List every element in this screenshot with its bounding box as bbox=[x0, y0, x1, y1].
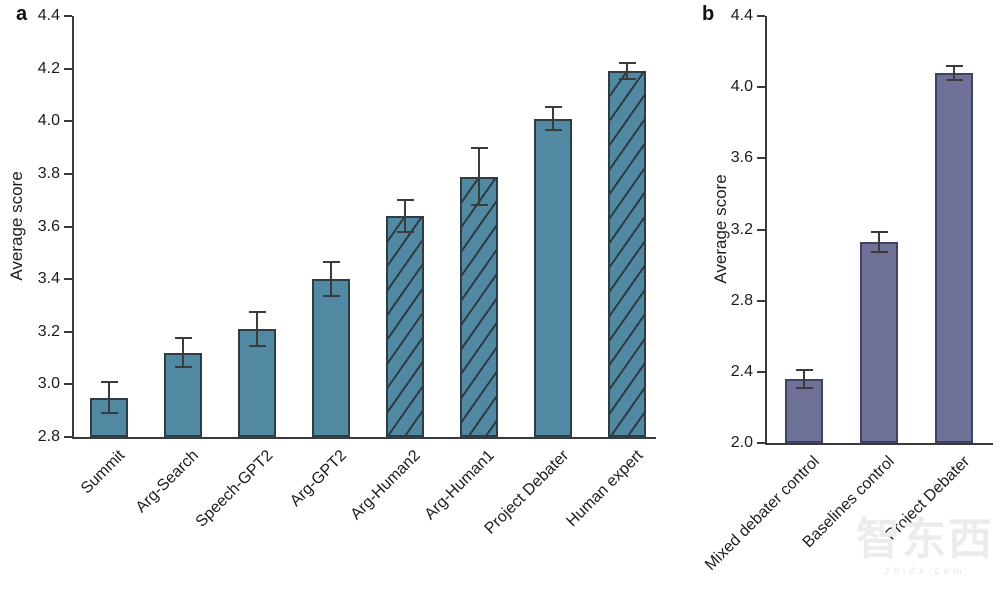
error-bar-cap-bottom bbox=[544, 129, 562, 132]
y-axis-line bbox=[765, 16, 767, 445]
bar-summit bbox=[90, 397, 128, 437]
y-tick-mark bbox=[64, 172, 72, 175]
y-tick-label: 3.6 bbox=[37, 217, 60, 235]
y-tick-label: 2.8 bbox=[37, 428, 60, 445]
error-bar-cap-bottom bbox=[795, 386, 813, 389]
panel-b-plot-area: 2.0 2.4 2.8 3.2 3.6 4.0 4.4 Mixed debater contr… bbox=[702, 7, 993, 574]
x-tick-label: Speech-GPT2 bbox=[192, 447, 277, 531]
y-tick-mark bbox=[757, 370, 765, 373]
error-bar-cap-bottom bbox=[470, 204, 488, 207]
error-bar-line bbox=[878, 232, 880, 252]
error-bar-line bbox=[803, 370, 805, 388]
error-bar-cap-top bbox=[945, 64, 963, 67]
y-tick-label: 4.4 bbox=[37, 7, 60, 24]
bar-baselines-control bbox=[860, 241, 898, 443]
y-tick-mark bbox=[757, 442, 765, 444]
y-tick-mark bbox=[64, 15, 72, 17]
error-bar-cap-bottom bbox=[618, 78, 636, 81]
panel-a: a Average score 2.8 3.0 3.2 3.4 3.6 3.8 4.0 4.2… bbox=[7, 3, 656, 538]
error-bar-cap-bottom bbox=[248, 345, 266, 348]
error-bar-cap-bottom bbox=[100, 412, 118, 415]
error-bar-cap-top bbox=[174, 337, 192, 340]
y-tick-label: 3.2 bbox=[37, 322, 60, 340]
error-bar-cap-top bbox=[396, 199, 414, 202]
y-tick-mark bbox=[757, 86, 765, 89]
error-bar-cap-bottom bbox=[322, 295, 340, 298]
x-tick-label: Human expert bbox=[562, 447, 647, 531]
error-bar-cap-top bbox=[100, 380, 118, 383]
y-tick-mark bbox=[757, 228, 765, 231]
panel-b: b Average score 2.0 2.4 2.8 3.2 3.6 4.0 4.4 Mix… bbox=[680, 0, 1000, 601]
bar-arg-human2 bbox=[386, 215, 424, 437]
error-bar-line bbox=[182, 338, 184, 368]
error-bar-line bbox=[404, 200, 406, 232]
x-tick-label: Arg-Human2 bbox=[347, 447, 425, 524]
error-bar-line bbox=[552, 106, 554, 131]
y-tick-label: 2.8 bbox=[730, 291, 753, 309]
error-bar-cap-top bbox=[795, 369, 813, 372]
y-tick-label: 4.0 bbox=[37, 112, 60, 130]
x-axis-line bbox=[765, 443, 993, 445]
y-tick-label: 4.2 bbox=[37, 59, 60, 77]
error-bar-cap-bottom bbox=[870, 250, 888, 253]
y-tick-label: 3.0 bbox=[37, 375, 60, 393]
error-bar-cap-bottom bbox=[945, 79, 963, 82]
x-tick-label: Mixed debater control bbox=[702, 453, 824, 574]
y-tick-mark bbox=[757, 157, 765, 160]
y-tick-mark bbox=[64, 120, 72, 123]
error-bar-line bbox=[478, 147, 480, 206]
bar-project-debater bbox=[534, 118, 572, 437]
y-tick-label: 2.0 bbox=[730, 434, 753, 451]
error-bar-line bbox=[626, 63, 628, 80]
y-tick-mark bbox=[757, 15, 765, 17]
bar-human-expert bbox=[608, 71, 646, 437]
x-tick-label: Arg-Human1 bbox=[421, 447, 499, 524]
y-tick-label: 3.4 bbox=[37, 270, 60, 288]
error-bar-cap-top bbox=[618, 62, 636, 65]
error-bar-line bbox=[953, 65, 955, 81]
y-tick-mark bbox=[64, 330, 72, 333]
error-bar-cap-top bbox=[544, 105, 562, 108]
error-bar-cap-top bbox=[322, 261, 340, 264]
y-tick-mark bbox=[64, 383, 72, 386]
y-tick-label: 4.0 bbox=[730, 78, 753, 96]
panel-a-letter: a bbox=[16, 3, 28, 25]
error-bar-cap-top bbox=[870, 231, 888, 234]
error-bar-cap-bottom bbox=[396, 230, 414, 233]
y-tick-label: 4.4 bbox=[730, 7, 753, 24]
panel-a-plot-area: 2.8 3.0 3.2 3.4 3.6 3.8 4.0 4.2 4.4 Summit Arg-Sea… bbox=[38, 7, 656, 538]
error-bar-cap-top bbox=[248, 311, 266, 314]
x-axis-line bbox=[72, 437, 656, 439]
y-tick-mark bbox=[64, 225, 72, 228]
error-bar-cap-bottom bbox=[174, 366, 192, 369]
y-tick-mark bbox=[64, 436, 72, 438]
bar-arg-gpt2 bbox=[312, 279, 350, 437]
y-tick-label: 2.4 bbox=[730, 362, 753, 380]
y-tick-mark bbox=[64, 278, 72, 281]
y-tick-mark bbox=[757, 299, 765, 302]
y-tick-label: 3.6 bbox=[730, 149, 753, 167]
y-tick-label: 3.2 bbox=[730, 220, 753, 238]
x-tick-label: Summit bbox=[77, 447, 129, 498]
panel-b-letter: b bbox=[702, 3, 715, 25]
bar-project-debater bbox=[935, 72, 973, 443]
error-bar-line bbox=[108, 381, 110, 414]
y-axis-line bbox=[72, 16, 74, 439]
error-bar-line bbox=[330, 262, 332, 297]
y-tick-mark bbox=[64, 67, 72, 70]
error-bar-line bbox=[256, 312, 258, 347]
bar-arg-human1 bbox=[460, 176, 498, 437]
y-tick-label: 3.8 bbox=[37, 164, 60, 182]
x-tick-label: Arg-GPT2 bbox=[287, 447, 351, 510]
x-tick-label: Arg-Search bbox=[132, 447, 203, 517]
error-bar-cap-top bbox=[470, 146, 488, 149]
